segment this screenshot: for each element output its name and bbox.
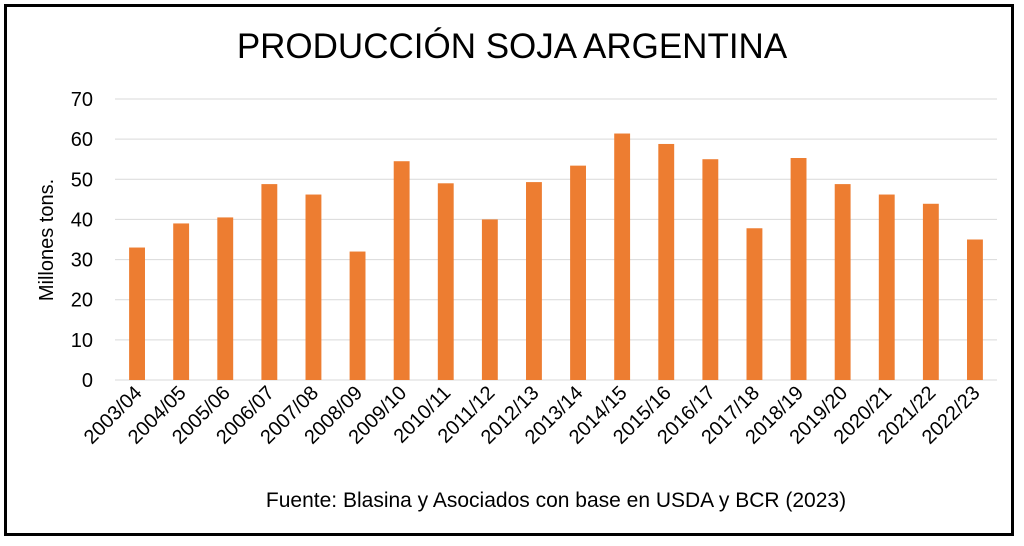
y-tick-label: 10 [71,330,93,352]
y-tick-label: 40 [71,209,93,231]
bar-2006-07 [261,184,278,380]
y-tick-label: 70 [71,89,93,111]
bar-2014-15 [614,133,631,380]
bar-2015-16 [658,143,675,380]
chart-title: PRODUCCIÓN SOJA ARGENTINA [237,27,788,66]
y-tick-label: 60 [71,129,93,151]
bar-2008-09 [349,251,366,380]
y-tick-label: 20 [71,290,93,312]
bar-2018-19 [790,158,807,380]
bar-2003-04 [129,247,145,380]
bar-2010-11 [437,183,454,380]
y-tick-label: 30 [71,250,93,272]
bar-2005-06 [217,217,234,380]
bar-2011-12 [481,219,498,380]
bar-2013-14 [570,165,586,380]
bar-2017-18 [746,228,763,380]
y-tick-labels: 0 10 20 30 40 50 60 70 [71,89,93,392]
bar-2012-13 [526,182,542,380]
y-tick-label: 0 [82,370,93,392]
y-tick-label: 50 [71,169,93,191]
bar-2019-20 [834,184,851,380]
bar-2021-22 [922,203,939,380]
bars [129,133,983,380]
y-axis-label: Millones tons. [36,179,58,301]
bar-2004-05 [173,223,190,380]
x-tick-labels: 2003/042004/052005/062006/072007/082008/… [80,382,985,449]
bar-2007-08 [305,194,322,380]
bar-2022-23 [967,239,983,380]
gridlines [115,98,997,381]
bar-2020-21 [878,194,895,380]
bar-2016-17 [702,159,719,380]
bar-2009-10 [393,161,410,380]
source-note: Fuente: Blasina y Asociados con base en … [266,489,846,512]
